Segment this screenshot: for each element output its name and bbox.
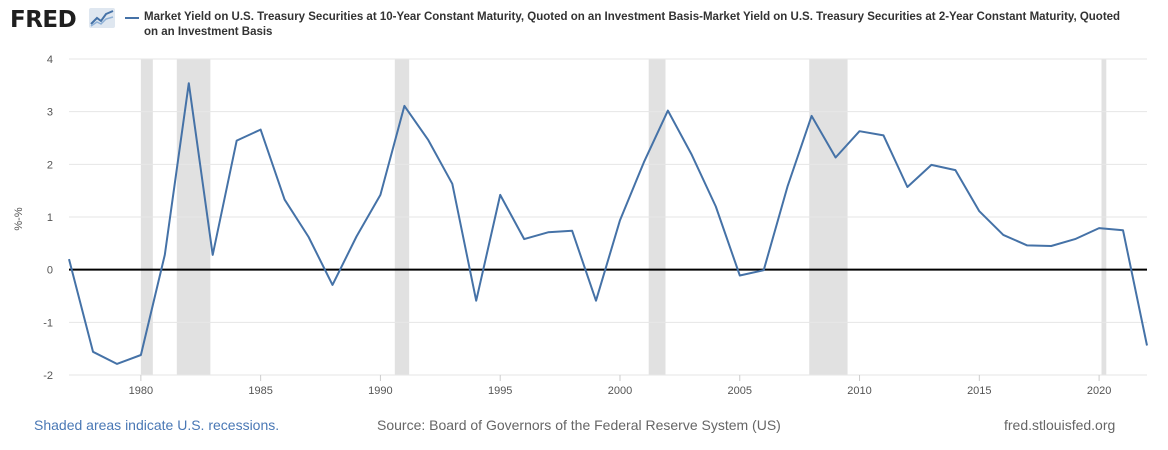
source-url-link[interactable]: fred.stlouisfed.org	[1004, 417, 1116, 433]
data-point[interactable]	[785, 183, 791, 189]
y-tick-label: 2	[47, 159, 53, 171]
y-tick-label: -1	[43, 317, 53, 329]
data-point[interactable]	[904, 184, 910, 190]
fred-logo[interactable]: FRED	[10, 7, 77, 33]
data-point[interactable]	[90, 349, 96, 355]
data-point[interactable]	[1072, 236, 1078, 242]
data-point[interactable]	[857, 128, 863, 134]
y-tick-label: 3	[47, 107, 53, 119]
legend-series-swatch	[125, 17, 139, 19]
y-axis-label: %-%	[13, 207, 25, 230]
y-tick-label: -2	[43, 370, 53, 382]
data-point[interactable]	[66, 256, 72, 262]
chart-header: FRED Market Yield on U.S. Treasury Secur…	[0, 0, 1168, 50]
data-point[interactable]	[761, 267, 767, 273]
data-point[interactable]	[377, 192, 383, 198]
x-tick-label: 2015	[967, 385, 991, 397]
data-point[interactable]	[833, 154, 839, 160]
data-point[interactable]	[1000, 232, 1006, 238]
data-point[interactable]	[713, 203, 719, 209]
data-point[interactable]	[1144, 343, 1150, 349]
data-point[interactable]	[737, 272, 743, 278]
data-point[interactable]	[258, 127, 264, 133]
data-point[interactable]	[186, 80, 192, 86]
series-line-0[interactable]	[68, 82, 1148, 365]
data-point[interactable]	[330, 282, 336, 288]
data-point[interactable]	[114, 361, 120, 367]
data-point[interactable]	[1120, 227, 1126, 233]
data-point[interactable]	[809, 113, 815, 119]
data-point[interactable]	[138, 352, 144, 358]
x-tick-label: 2020	[1087, 385, 1111, 397]
data-point[interactable]	[545, 229, 551, 235]
x-tick-label: 2005	[728, 385, 752, 397]
data-point[interactable]	[593, 298, 599, 304]
data-point[interactable]	[234, 138, 240, 144]
data-point[interactable]	[569, 228, 575, 234]
data-point[interactable]	[521, 236, 527, 242]
data-point[interactable]	[880, 132, 886, 138]
x-tick-label: 1980	[129, 385, 153, 397]
data-point[interactable]	[210, 252, 216, 258]
data-point[interactable]	[473, 298, 479, 304]
data-point[interactable]	[617, 217, 623, 223]
data-point[interactable]	[641, 159, 647, 165]
data-point[interactable]	[689, 152, 695, 158]
data-point[interactable]	[401, 103, 407, 109]
line-chart: -2 -1 0 1 2 3 4 1980 1985 1990 1995 2000 2005 2010 20…	[13, 54, 1150, 397]
x-tick-label: 1985	[248, 385, 272, 397]
data-point[interactable]	[425, 137, 431, 143]
data-point[interactable]	[665, 108, 671, 114]
series-group	[66, 80, 1150, 367]
data-point[interactable]	[952, 167, 958, 173]
y-tick-label: 1	[47, 212, 53, 224]
legend-series-label[interactable]: Market Yield on U.S. Treasury Securities…	[144, 11, 1121, 38]
x-tick-label: 2000	[608, 385, 632, 397]
fred-graph-icon	[89, 8, 115, 28]
data-point[interactable]	[306, 234, 312, 240]
y-axis-ticks: -2 -1 0 1 2 3 4	[43, 54, 53, 382]
recession-note: Shaded areas indicate U.S. recessions.	[34, 417, 280, 433]
data-point[interactable]	[449, 181, 455, 187]
x-tick-label: 1990	[368, 385, 392, 397]
data-point[interactable]	[928, 162, 934, 168]
data-point[interactable]	[162, 252, 168, 258]
x-axis-ticks: 1980 1985 1990 1995 2000 2005 2010 2015 2020	[129, 375, 1111, 397]
data-point[interactable]	[282, 197, 288, 203]
y-tick-label: 4	[47, 54, 53, 66]
data-point[interactable]	[353, 233, 359, 239]
y-tick-label: 0	[47, 265, 53, 277]
data-point[interactable]	[976, 208, 982, 214]
x-tick-label: 1995	[488, 385, 512, 397]
data-point[interactable]	[497, 192, 503, 198]
source-credit: Source: Board of Governors of the Federa…	[377, 417, 781, 433]
data-point[interactable]	[1096, 225, 1102, 231]
data-point[interactable]	[1024, 242, 1030, 248]
data-point[interactable]	[1048, 243, 1054, 249]
x-tick-label: 2010	[847, 385, 871, 397]
